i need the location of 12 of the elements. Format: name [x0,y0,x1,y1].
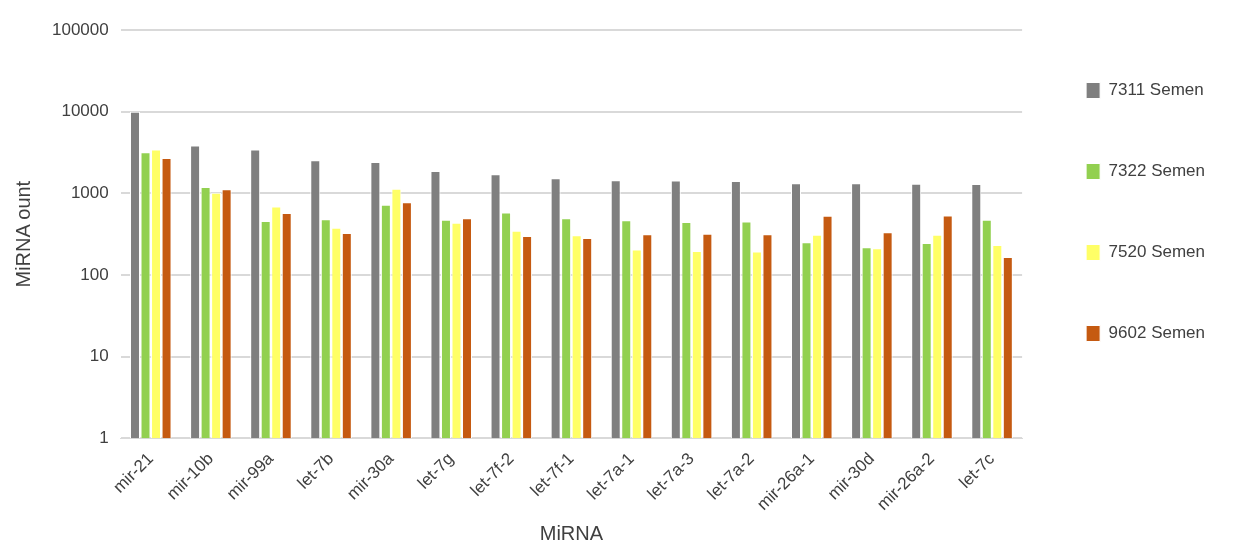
y-tick-label: 10 [89,346,109,366]
y-tick-label: 1000 [70,183,109,203]
legend-label: 7520 Semen [1108,242,1205,262]
y-tick-label: 1 [99,427,109,447]
y-tick-label: 10000 [61,101,109,121]
legend-label: 7311 Semen [1108,80,1204,100]
y-tick-label: 100 [80,264,109,284]
y-tick-label: 100000 [51,19,109,39]
y-axis-title: MiRNA ount [11,180,34,288]
legend-label: 9602 Semen [1108,323,1205,343]
legend-label: 7322 Semen [1108,161,1205,181]
x-axis-title: MiRNA [539,521,604,544]
